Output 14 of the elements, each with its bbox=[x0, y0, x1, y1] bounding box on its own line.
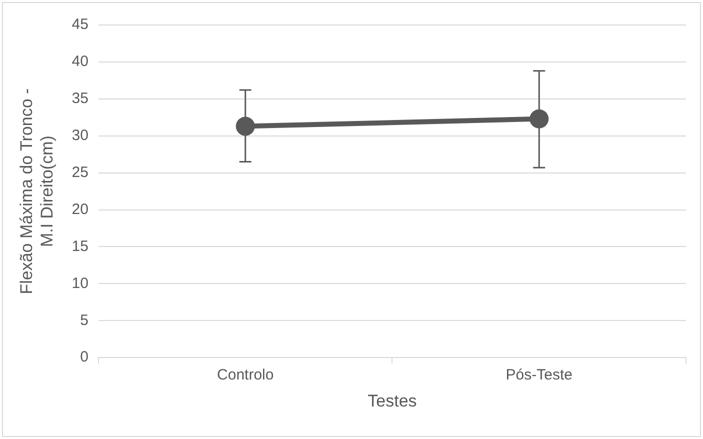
y-tick-label: 25 bbox=[72, 164, 88, 181]
y-tick-label: 10 bbox=[72, 274, 88, 292]
y-axis-title: Flexão Máxima do Tronco - M.I Direito(cm) bbox=[16, 88, 56, 294]
x-tick-label: Controlo bbox=[217, 366, 274, 384]
x-tick-label: Pós-Teste bbox=[506, 366, 572, 384]
y-tick-label: 40 bbox=[72, 53, 88, 70]
y-tick-label: 5 bbox=[80, 312, 88, 329]
y-tick-label: 35 bbox=[72, 90, 88, 108]
y-tick-label: 30 bbox=[72, 127, 88, 144]
y-tick-label: 45 bbox=[72, 16, 88, 34]
y-tick-label: 15 bbox=[72, 238, 88, 255]
x-axis-title: Testes bbox=[368, 391, 417, 410]
y-tick-label: 20 bbox=[72, 200, 88, 218]
y-tick-label: 0 bbox=[80, 348, 88, 366]
